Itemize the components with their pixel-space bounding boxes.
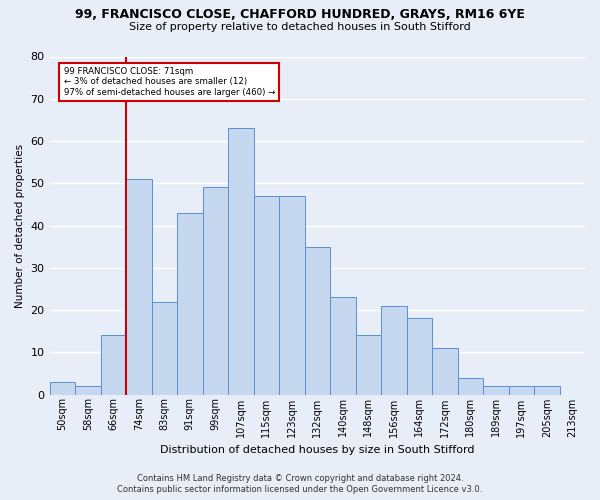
Bar: [509, 386, 534, 394]
Bar: [254, 196, 279, 394]
Bar: [50, 382, 75, 394]
Y-axis label: Number of detached properties: Number of detached properties: [15, 144, 25, 308]
Bar: [126, 179, 152, 394]
Bar: [305, 246, 330, 394]
Bar: [356, 336, 381, 394]
Bar: [101, 336, 126, 394]
Bar: [534, 386, 560, 394]
Text: 99, FRANCISCO CLOSE, CHAFFORD HUNDRED, GRAYS, RM16 6YE: 99, FRANCISCO CLOSE, CHAFFORD HUNDRED, G…: [75, 8, 525, 20]
Text: Contains HM Land Registry data © Crown copyright and database right 2024.
Contai: Contains HM Land Registry data © Crown c…: [118, 474, 482, 494]
Bar: [432, 348, 458, 395]
X-axis label: Distribution of detached houses by size in South Stifford: Distribution of detached houses by size …: [160, 445, 475, 455]
Bar: [407, 318, 432, 394]
Bar: [279, 196, 305, 394]
Bar: [177, 213, 203, 394]
Bar: [458, 378, 483, 394]
Bar: [152, 302, 177, 394]
Bar: [228, 128, 254, 394]
Bar: [381, 306, 407, 394]
Bar: [75, 386, 101, 394]
Bar: [203, 188, 228, 394]
Bar: [483, 386, 509, 394]
Bar: [330, 298, 356, 394]
Text: 99 FRANCISCO CLOSE: 71sqm
← 3% of detached houses are smaller (12)
97% of semi-d: 99 FRANCISCO CLOSE: 71sqm ← 3% of detach…: [64, 67, 275, 97]
Text: Size of property relative to detached houses in South Stifford: Size of property relative to detached ho…: [129, 22, 471, 32]
